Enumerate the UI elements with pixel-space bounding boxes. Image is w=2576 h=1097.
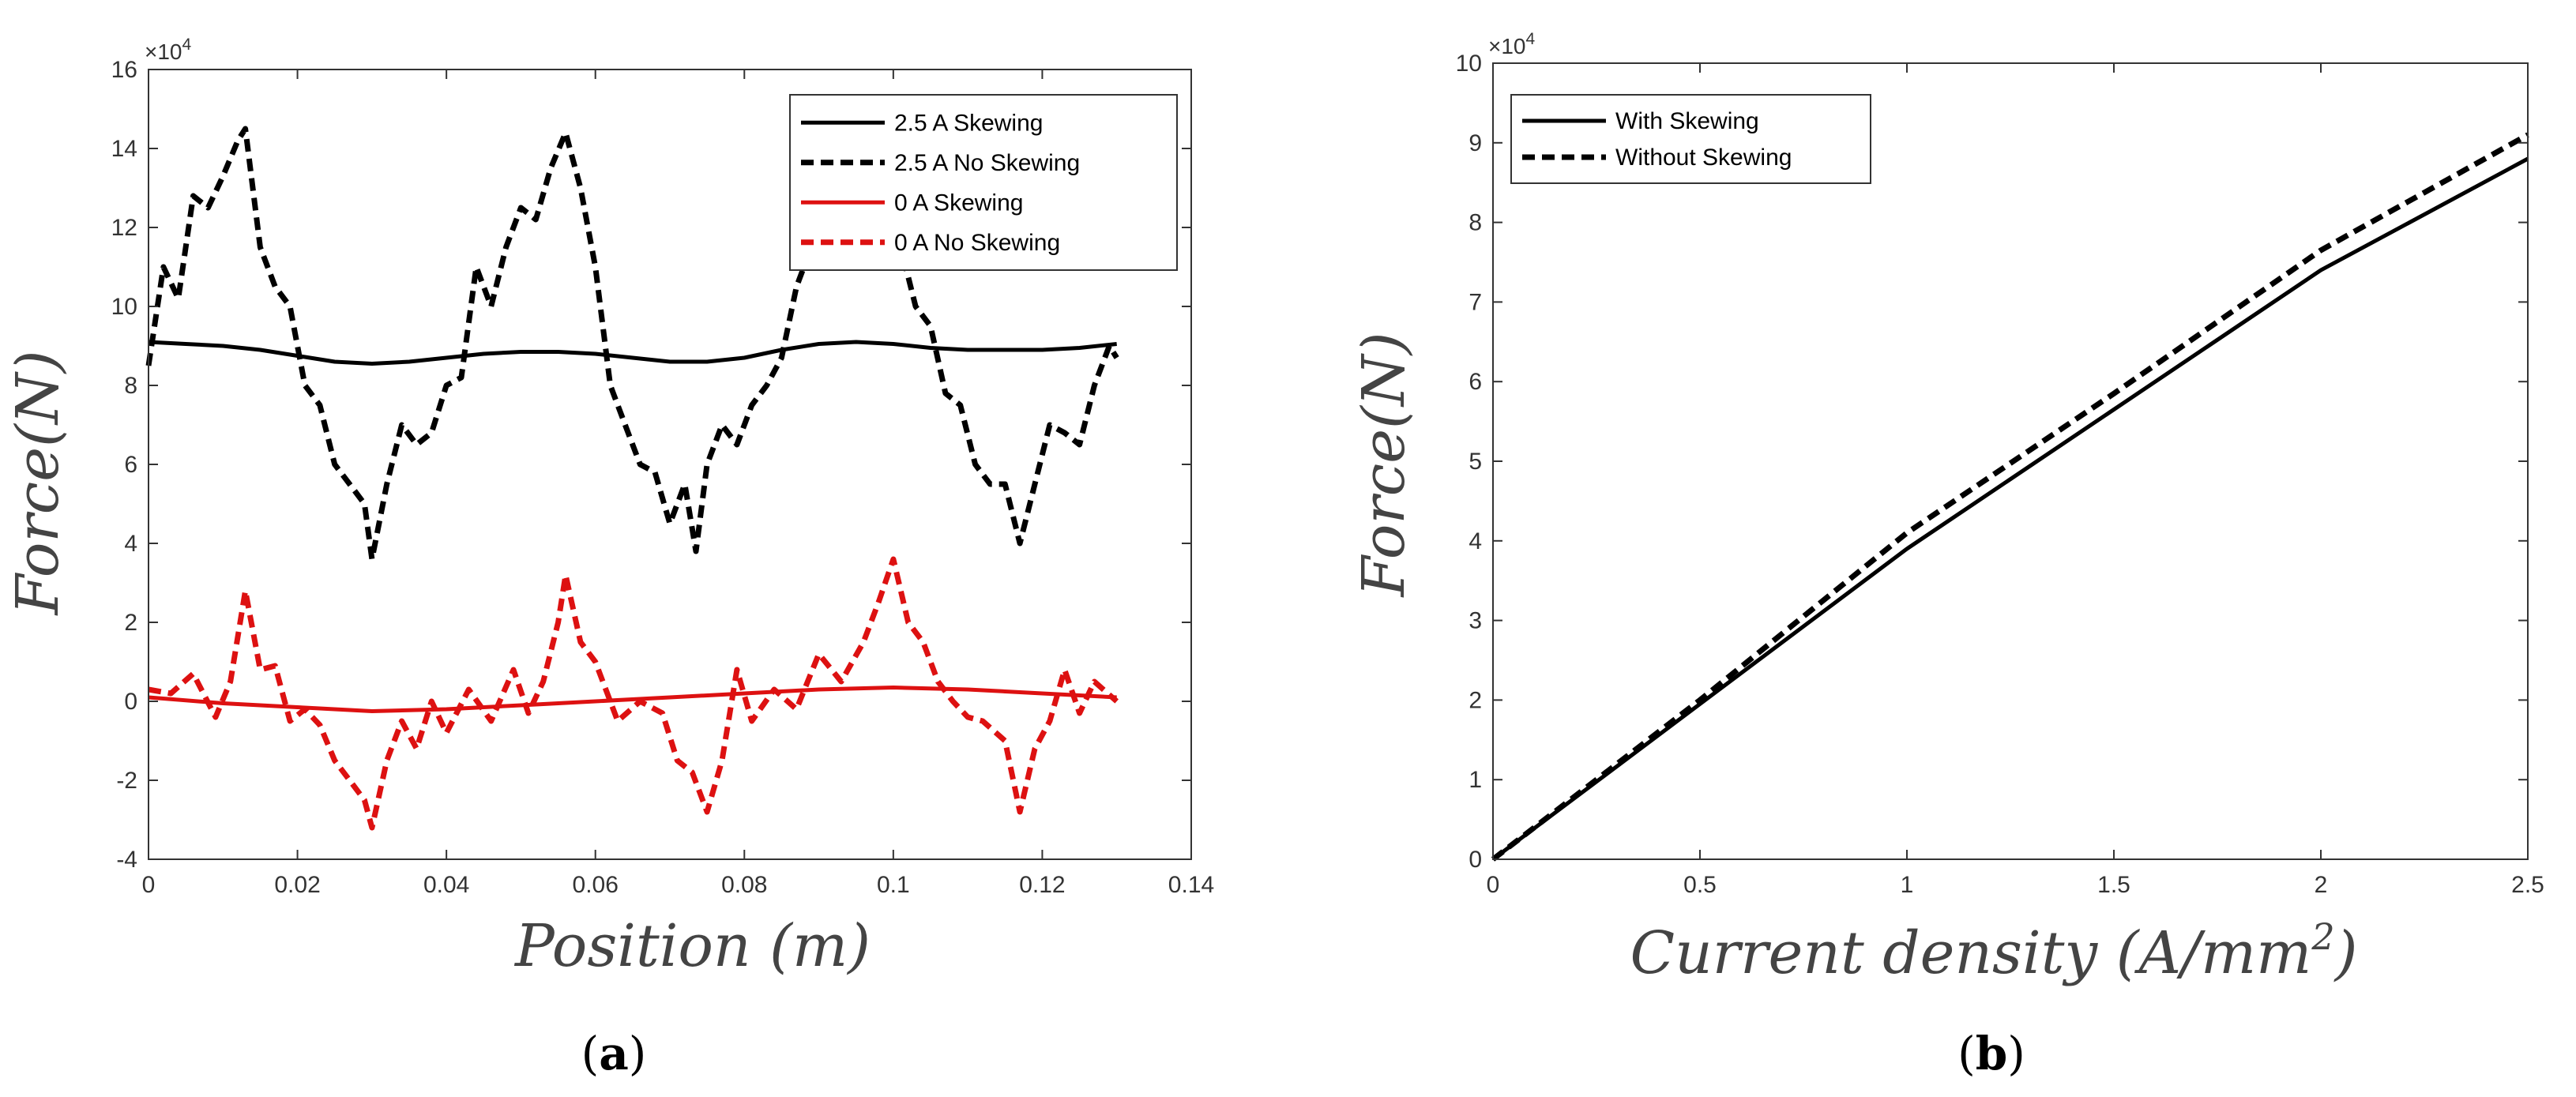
y-tick-label: 1 [1469,767,1482,793]
series-line-0-a-no-skewing [148,556,1119,831]
legend-label: Without Skewing [1615,145,1792,171]
panel-label-a: (a) [581,1027,647,1080]
y-tick-label: -4 [116,847,137,873]
y-tick-label: 10 [111,294,137,320]
legend-label: 0 A Skewing [894,190,1023,216]
y-tick-label: 12 [111,215,137,241]
series-group-b [1491,132,2529,862]
y-tick-label: 3 [1469,608,1482,634]
y-tick-label: 6 [1469,369,1482,395]
x-tick-label: 0 [142,872,156,898]
x-tick-label: 0.02 [274,872,320,898]
axes-b: 0 0.5 1 1.5 2 2.5 0 1 2 3 4 5 6 7 8 9 10 [1456,51,2544,898]
legend-label: With Skewing [1615,108,1759,134]
series-line-2-5-a-no-skewing [145,126,1119,562]
x-tick-label: 0.04 [423,872,469,898]
x-tick-label: 0.08 [721,872,767,898]
series-line-without-skewing [1491,132,2529,862]
y-tick-label: 4 [1469,528,1482,554]
panel-label-b: (b) [1957,1027,2025,1080]
y-tick-label: 7 [1469,289,1482,315]
y-tick-label: 0 [124,689,137,715]
x-tick-label: 0.14 [1168,872,1214,898]
x-tick-label: 2 [2315,872,2328,898]
legend-box [1510,94,1871,184]
y-tick-label: 14 [111,136,137,162]
x-tick-label: 0.5 [1683,872,1717,898]
x-tick-label: 1.5 [2097,872,2130,898]
y-tick-label: 10 [1456,51,1482,77]
x-tick-label: 2.5 [2511,872,2544,898]
y-tick-label: 8 [1469,210,1482,236]
x-tick-label: 0.06 [573,872,619,898]
y-axis-label-a: Force(N) [4,351,72,617]
x-tick-label: 0 [1487,872,1500,898]
series-line-2-5-a-skewing [148,340,1117,366]
y-tick-label: 9 [1469,130,1482,156]
y-tick-label: -2 [116,768,137,794]
y-tick-label: 4 [124,531,137,557]
x-tick-label: 0.1 [877,872,910,898]
legend-label: 0 A No Skewing [894,230,1060,256]
y-tick-label: 2 [124,610,137,636]
series-line-0-a-skewing [148,686,1117,713]
legend-label: 2.5 A Skewing [894,110,1043,136]
y-tick-label: 16 [111,57,137,83]
series-line-with-skewing [1491,156,2529,861]
series-group-a [145,126,1119,831]
x-axis-label-b: Current density (A/mm2) [1630,915,2357,987]
y-tick-label: 8 [124,373,137,399]
y-tick-label: 0 [1469,847,1482,873]
x-tick-label: 1 [1901,872,1914,898]
y-axis-label-b: Force(N) [1350,332,1418,599]
x-tick-label: 0.12 [1019,872,1065,898]
x-axis-label-a: Position (m) [513,912,871,980]
y-tick-label: 5 [1469,449,1482,475]
chart-panel-a: 0 0.02 0.04 0.06 0.08 0.1 0.12 0.14 -4 -2 0 2 4 6 8 10 1… [4,36,1214,1080]
y-multiplier-b: ×104 [1488,30,1536,58]
legend-b: With Skewing Without Skewing [1510,94,1871,184]
legend-label: 2.5 A No Skewing [894,150,1080,176]
legend-a: 2.5 A Skewing 2.5 A No Skewing 0 A Skewing… [789,94,1178,271]
y-tick-label: 6 [124,452,137,478]
y-tick-label: 2 [1469,687,1482,713]
axes-a: 0 0.02 0.04 0.06 0.08 0.1 0.12 0.14 -4 -2 0 2 4 6 8 10 1… [111,57,1215,898]
y-multiplier-a: ×104 [145,36,192,64]
